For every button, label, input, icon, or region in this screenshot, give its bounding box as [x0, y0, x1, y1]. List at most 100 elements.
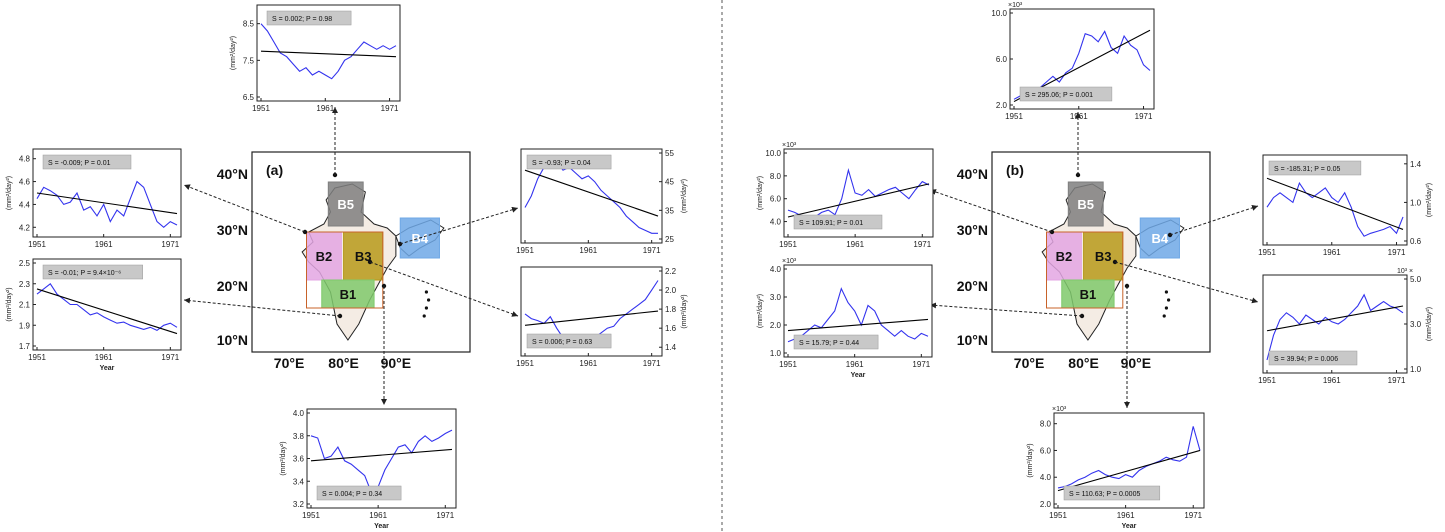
- stat-box: [1268, 350, 1358, 366]
- connector-arrow: [1169, 205, 1259, 236]
- y-tick-label: 10.0: [765, 149, 781, 158]
- series-line: [1266, 181, 1404, 237]
- region-label-b3: B3: [1095, 249, 1112, 264]
- panel-label: (b): [1006, 162, 1024, 178]
- lat-tick: 30°N: [957, 222, 988, 238]
- y-tick-label: 3.8: [293, 432, 305, 441]
- y-tick-label: 4.0: [293, 409, 305, 418]
- island-dot: [1162, 314, 1166, 318]
- stat-box: [266, 10, 352, 26]
- y-tick-label: 1.0: [1410, 198, 1422, 207]
- y-axis-exponent: ×10³: [1052, 406, 1067, 413]
- y-tick-label: 35: [665, 206, 674, 215]
- x-tick-label: 1951: [1258, 248, 1276, 257]
- y-axis-exponent: ×10³: [782, 258, 797, 265]
- y-tick-label: 2.0: [770, 321, 782, 330]
- island-dot: [422, 314, 426, 318]
- connector-arrow: [183, 297, 341, 317]
- stat-box: [526, 333, 612, 349]
- y-axis-unit: (mm²/day²): [757, 176, 764, 210]
- y-axis-exponent: ×10³: [1008, 2, 1023, 9]
- lat-tick: 10°N: [957, 332, 988, 348]
- x-tick-label: 1971: [643, 359, 661, 368]
- connector-arrow: [399, 206, 519, 245]
- trend-line: [524, 310, 659, 326]
- stat-label: S = -0.009; P = 0.01: [48, 160, 111, 167]
- lon-tick: 70°E: [274, 355, 305, 371]
- series-line: [36, 180, 178, 229]
- x-tick-label: 1971: [1135, 112, 1153, 121]
- region-b1: [321, 279, 375, 309]
- y-tick-label: 1.4: [665, 343, 677, 352]
- y-tick-label: 6.0: [770, 195, 782, 204]
- y-tick-label: 6.0: [996, 55, 1008, 64]
- y-tick-label: 0.6: [1410, 237, 1422, 246]
- island-dot: [1166, 298, 1171, 302]
- x-tick-label: 1971: [912, 360, 930, 369]
- study-box: [306, 231, 384, 309]
- x-tick-label: 1971: [161, 240, 179, 249]
- y-axis-unit: (mm²/day²): [230, 36, 237, 70]
- region-b4: [1139, 217, 1180, 259]
- stat-label: S = -0.01; P = 9.4×10⁻⁶: [48, 270, 121, 277]
- stat-box: [793, 334, 879, 350]
- region-label-b2: B2: [1056, 249, 1073, 264]
- panel-label: (a): [266, 162, 283, 178]
- y-tick-label: 1.7: [19, 342, 31, 351]
- y-tick-label: 3.4: [293, 477, 305, 486]
- x-tick-label: 1951: [516, 246, 534, 255]
- lat-tick: 20°N: [957, 278, 988, 294]
- y-axis-unit: (mm²/day²): [681, 294, 688, 328]
- lon-tick: 80°E: [1068, 355, 1099, 371]
- x-tick-label: 1971: [913, 240, 931, 249]
- y-tick-label: 2.0: [665, 286, 677, 295]
- stat-box: [42, 264, 143, 280]
- series-line: [1266, 293, 1404, 361]
- x-tick-label: 1951: [1005, 112, 1023, 121]
- x-tick-label: 1961: [1323, 376, 1341, 385]
- series-line: [260, 23, 397, 80]
- y-tick-label: 3.2: [293, 500, 305, 509]
- x-tick-label: 1961: [95, 240, 113, 249]
- stat-label: S = 39.94; P = 0.006: [1274, 356, 1338, 363]
- y-axis-unit: (mm²/day²): [1426, 183, 1433, 217]
- x-tick-label: 1961: [579, 359, 597, 368]
- lon-tick: 90°E: [1121, 355, 1152, 371]
- y-axis-unit: (mm²/day²): [6, 176, 13, 210]
- x-tick-label: 1961: [846, 240, 864, 249]
- region-b5: [1067, 181, 1104, 227]
- trend-line: [787, 183, 930, 218]
- study-box: [1046, 231, 1124, 309]
- stat-box: [1063, 485, 1161, 501]
- x-tick-label: 1951: [779, 240, 797, 249]
- y-tick-label: 4.6: [19, 178, 31, 187]
- y-tick-label: 4.2: [19, 223, 31, 232]
- region-label-b3: B3: [355, 249, 372, 264]
- x-tick-label: 1971: [1388, 248, 1406, 257]
- y-tick-label: 4.4: [19, 200, 31, 209]
- stat-label: S = 15.79; P = 0.44: [799, 340, 859, 347]
- stat-label: S = -0.93; P = 0.04: [532, 160, 591, 167]
- y-tick-label: 1.8: [665, 305, 677, 314]
- stat-label: S = 0.006; P = 0.63: [532, 339, 592, 346]
- stat-label: S = -185.31; P = 0.05: [1274, 166, 1341, 173]
- series-line: [310, 429, 453, 494]
- x-tick-label: 1951: [779, 360, 797, 369]
- y-axis-exponent: 10³ ×: [1397, 268, 1413, 275]
- x-tick-label: 1951: [1049, 511, 1067, 520]
- y-tick-label: 5.0: [1410, 275, 1422, 284]
- region-b5: [327, 181, 364, 227]
- x-tick-label: 1971: [436, 511, 454, 520]
- stat-box: [42, 154, 132, 170]
- island-dot: [424, 306, 428, 310]
- stat-box: [1268, 160, 1362, 176]
- region-label-b1: B1: [340, 287, 357, 302]
- connector-arrow: [929, 189, 1053, 233]
- y-tick-label: 6.0: [1040, 446, 1052, 455]
- lon-tick: 90°E: [381, 355, 412, 371]
- x-tick-label: 1971: [643, 246, 661, 255]
- y-axis-unit: (mm²/day²): [757, 294, 764, 328]
- lon-tick: 80°E: [328, 355, 359, 371]
- y-tick-label: 45: [665, 178, 674, 187]
- y-tick-label: 2.5: [19, 259, 31, 268]
